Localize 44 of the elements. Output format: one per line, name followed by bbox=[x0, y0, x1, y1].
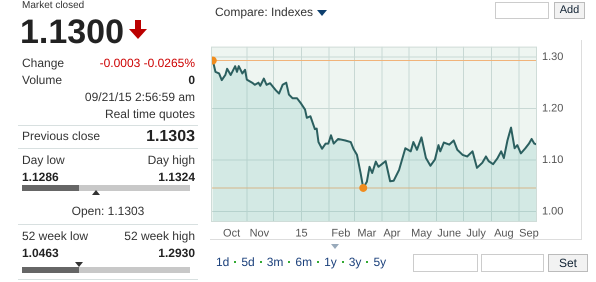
text: Previous close bbox=[22, 129, 100, 144]
text: 52 week low bbox=[22, 229, 88, 244]
text: Volume bbox=[22, 73, 62, 88]
x-tick-label: Nov bbox=[250, 228, 270, 240]
text: 1d bbox=[216, 255, 230, 269]
text: 5y bbox=[373, 255, 386, 269]
text: 0 bbox=[188, 73, 195, 88]
text: Compare: Indexes bbox=[215, 5, 314, 19]
x-tick-label: Oct bbox=[223, 228, 240, 240]
text: 1.1303 bbox=[146, 127, 195, 146]
y-tick-label: 1.00 bbox=[542, 206, 564, 218]
text: Market closed bbox=[22, 0, 84, 12]
x-tick-label: Aug bbox=[494, 228, 514, 240]
text: Change bbox=[22, 56, 64, 70]
x-tick-label: July bbox=[466, 228, 486, 240]
x-tick-label: Sep bbox=[519, 228, 539, 240]
text: Add bbox=[554, 2, 585, 19]
x-tick-label: May bbox=[411, 228, 432, 240]
text: 6m bbox=[295, 255, 312, 269]
x-tick-label: 15 bbox=[295, 228, 308, 240]
text: 3y bbox=[348, 255, 362, 269]
text: Set bbox=[548, 254, 588, 272]
x-tick-label: Apr bbox=[383, 228, 401, 240]
text: 1.1300 bbox=[20, 12, 124, 53]
x-tick-label: Mar bbox=[357, 228, 377, 240]
text: Day high bbox=[148, 153, 195, 168]
text: Open: 1.1303 bbox=[72, 204, 144, 218]
text: 1.1324 bbox=[158, 170, 195, 184]
text: 3m bbox=[266, 255, 284, 269]
x-tick-label: Feb bbox=[331, 228, 350, 240]
text: Real time quotes bbox=[104, 107, 195, 122]
text: 5d bbox=[241, 255, 255, 269]
y-tick-label: 1.30 bbox=[542, 50, 564, 63]
text: 1.2930 bbox=[158, 246, 195, 260]
text: 1.1286 bbox=[22, 170, 59, 184]
y-tick-label: 1.10 bbox=[542, 154, 564, 166]
x-tick-label: June bbox=[437, 228, 462, 240]
text: 09/21/15 2:56:59 am bbox=[84, 90, 195, 104]
text: Day low bbox=[22, 153, 65, 168]
text: -0.0003 -0.0265% bbox=[100, 56, 195, 70]
y-tick-label: 1.20 bbox=[542, 102, 564, 115]
text: 52 week high bbox=[124, 229, 195, 244]
text: 1.0463 bbox=[22, 246, 59, 260]
text: 1y bbox=[324, 255, 337, 269]
